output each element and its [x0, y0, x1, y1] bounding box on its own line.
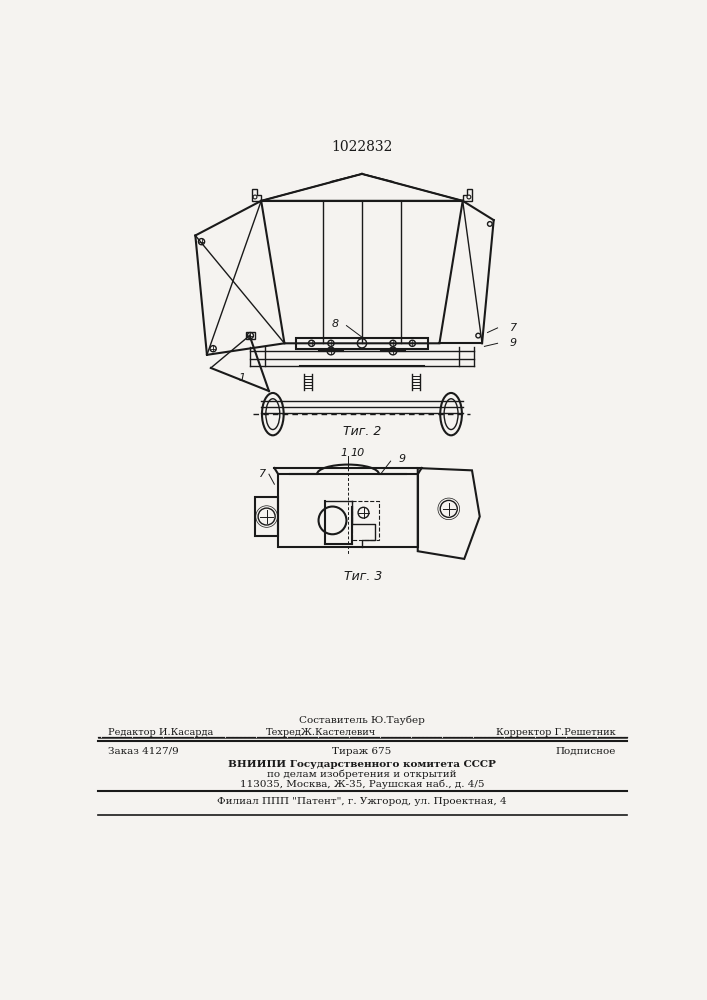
Bar	[255, 497, 279, 536]
Bar	[246, 332, 255, 339]
Bar	[279, 474, 418, 547]
Text: Τиг. 3: Τиг. 3	[344, 570, 382, 583]
Text: Составитель Ю.Таубер: Составитель Ю.Таубер	[299, 716, 425, 725]
Text: 7: 7	[259, 469, 267, 479]
Text: Филиал ППП "Патент", г. Ужгород, ул. Проектная, 4: Филиал ППП "Патент", г. Ужгород, ул. Про…	[217, 797, 507, 806]
Text: по делам изобретения и открытий: по делам изобретения и открытий	[267, 770, 457, 779]
Text: Заказ 4127/9: Заказ 4127/9	[107, 747, 178, 756]
Text: 1: 1	[341, 448, 348, 458]
Text: 1: 1	[238, 373, 245, 383]
Text: ТехредЖ.Кастелевич: ТехредЖ.Кастелевич	[266, 728, 376, 737]
Text: Подписное: Подписное	[555, 747, 615, 756]
Text: 9: 9	[510, 338, 517, 348]
Text: Корректор Г.Решетник: Корректор Г.Решетник	[496, 728, 615, 737]
Text: 8: 8	[332, 319, 339, 329]
Text: ВНИИПИ Государственного комитета СССР: ВНИИПИ Государственного комитета СССР	[228, 760, 496, 769]
Text: 113035, Москва, Ж-35, Раушская наб., д. 4/5: 113035, Москва, Ж-35, Раушская наб., д. …	[240, 780, 484, 789]
Text: Тираж 675: Тираж 675	[332, 747, 392, 756]
Text: Τиг. 2: Τиг. 2	[343, 425, 381, 438]
Text: 10: 10	[350, 448, 364, 458]
Text: 7: 7	[510, 323, 517, 333]
Text: 1022832: 1022832	[332, 140, 392, 154]
Text: 9: 9	[399, 454, 406, 464]
Text: Редактор И.Касарда: Редактор И.Касарда	[107, 728, 213, 737]
